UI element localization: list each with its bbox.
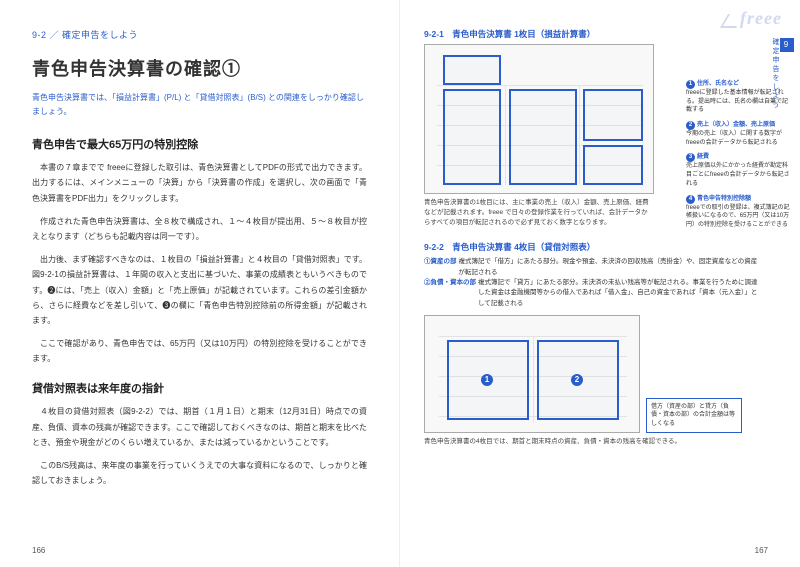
figure-2-sublist: ①資産の部 複式簿記で「借方」にあたる部分。現金や預金、未決済の回収残高（売掛金… [424, 257, 760, 309]
note-text: freeeに登録した基本情報が転記される。提出時には、氏名の欄は自筆で記載する [686, 90, 788, 113]
side-note: 2売上（収入）金額、売上原価 今期の売上（収入）に関する数字がfreeeの会計デ… [686, 121, 791, 147]
section-body-b: ４枚目の貸借対照表（図9-2-2）では、期首（１月１日）と期末（12月31日）時… [32, 404, 367, 488]
figure-2-title: 9-2-2 青色申告決算書 4枚目（貸借対照表） [424, 241, 760, 253]
note-text: freeeでの取引の登録は、複式簿記の記帳扱いになるので、65万円（又は10万円… [686, 205, 790, 228]
chapter-number: 9 [780, 38, 794, 52]
highlight-box [583, 145, 643, 185]
sub-head: ②負債・資本の部 [424, 278, 476, 309]
page-title: 青色申告決算書の確認① [32, 55, 367, 81]
note-head: 経費 [697, 154, 709, 160]
note-head: 青色申告特別控除額 [697, 196, 751, 202]
sub-text: 複式簿記で「借方」にあたる部分。現金や預金、未決済の回収残高（売掛金）や、固定資… [459, 257, 761, 278]
sub-text: 複式簿記で「貸方」にあたる部分。未決済の未払い残高等が転記される。事業を行うため… [478, 278, 760, 309]
figure-1-block: 9-2-1 青色申告決算書 1枚目（損益計算書） 青色申告決算書の1枚目には、主… [424, 28, 760, 227]
figure-2-num: 9-2-2 [424, 242, 444, 252]
lead-text: 青色申告決算書では、「損益計算書」(P/L) と「貸借対照表」(B/S) との関… [32, 91, 367, 118]
figure-2-callout: 借方（資産の部）と貸方（負債・資本の部）の合計金額は等しくなる [646, 398, 742, 433]
note-num: 1 [686, 80, 695, 89]
brand-logo: freee [740, 8, 782, 29]
page-number-right: 167 [755, 546, 768, 555]
page-number-left: 166 [32, 546, 45, 555]
note-num: 4 [686, 195, 695, 204]
section-heading-a: 青色申告で最大65万円の特別控除 [32, 136, 367, 152]
figure-1-side-notes: 1住所、氏名など freeeに登録した基本情報が転記される。提出時には、氏名の欄… [686, 80, 791, 236]
highlight-box [443, 89, 501, 185]
para: 作成された青色申告決算書は、全８枚で構成され、１〜４枚目が提出用、５〜８枚目が控… [32, 214, 367, 244]
side-note: 4青色申告特別控除額 freeeでの取引の登録は、複式簿記の記帳扱いになるので、… [686, 195, 791, 230]
note-head: 売上（収入）金額、売上原価 [697, 122, 775, 128]
sub-row: ②負債・資本の部 複式簿記で「貸方」にあたる部分。未決済の未払い残高等が転記され… [424, 278, 760, 309]
section-heading-b: 貸借対照表は来年度の指針 [32, 380, 367, 396]
sub-head: ①資産の部 [424, 257, 457, 278]
figure-1-caption: 青色申告決算書の1枚目には、主に事業の売上（収入）金額、売上原価、経費などが記載… [424, 198, 654, 227]
note-num: 3 [686, 153, 695, 162]
section-body-a: 本書の７章までで freeeに登録した取引は、青色決算書としてPDFの形式で出力… [32, 160, 367, 366]
highlight-box [443, 55, 501, 85]
page-right: freee 9 確定申告をしよう 9-2-1 青色申告決算書 1枚目（損益計算書… [400, 0, 800, 567]
sub-row: ①資産の部 複式簿記で「借方」にあたる部分。現金や預金、未決済の回収残高（売掛金… [424, 257, 760, 278]
callout-text: 借方（資産の部）と貸方（負債・資本の部）の合計金額は等しくなる [651, 404, 735, 427]
figure-2-caption: 青色申告決算書の4枚目では、期首と期末時点の資産、負債・資本の残高を確認できる。 [424, 437, 744, 447]
breadcrumb: 9-2 ／ 確定申告をしよう [32, 28, 367, 41]
para: このB/S残高は、来年度の事業を行っていくうえでの大事な資料になるので、しっかり… [32, 458, 367, 488]
para: 本書の７章までで freeeに登録した取引は、青色決算書としてPDFの形式で出力… [32, 160, 367, 206]
figure-1-title: 9-2-1 青色申告決算書 1枚目（損益計算書） [424, 28, 760, 40]
figure-1-thumb [424, 44, 654, 194]
page-left: 9-2 ／ 確定申告をしよう 青色申告決算書の確認① 青色申告決算書では、「損益… [0, 0, 400, 567]
highlight-box [509, 89, 577, 185]
note-text: 今期の売上（収入）に関する数字がfreeeの会計データから転記される [686, 131, 782, 146]
figure-1-name: 青色申告決算書 1枚目（損益計算書） [452, 29, 595, 39]
side-note: 3経費 売上原価以外にかかった経費が勘定科目ごとにfreeeの会計データから転記… [686, 153, 791, 188]
note-num: 2 [686, 121, 695, 130]
figure-2-block: 9-2-2 青色申告決算書 4枚目（貸借対照表） ①資産の部 複式簿記で「借方」… [424, 241, 760, 447]
figure-2-name: 青色申告決算書 4枚目（貸借対照表） [452, 242, 595, 252]
side-note: 1住所、氏名など freeeに登録した基本情報が転記される。提出時には、氏名の欄… [686, 80, 791, 115]
note-text: 売上原価以外にかかった経費が勘定科目ごとにfreeeの会計データから転記される [686, 163, 790, 186]
figure-1-num: 9-2-1 [424, 29, 444, 39]
note-head: 住所、氏名など [697, 81, 739, 87]
figure-2-thumb: 12 [424, 315, 640, 433]
para: 出力後、まず確認すべきなのは、１枚目の「損益計算書」と４枚目の「貸借対照表」です… [32, 252, 367, 328]
para: ４枚目の貸借対照表（図9-2-2）では、期首（１月１日）と期末（12月31日）時… [32, 404, 367, 450]
highlight-box [583, 89, 643, 141]
para: ここで確認があり、青色申告では、65万円（又は10万円）の特別控除を受けることが… [32, 336, 367, 366]
